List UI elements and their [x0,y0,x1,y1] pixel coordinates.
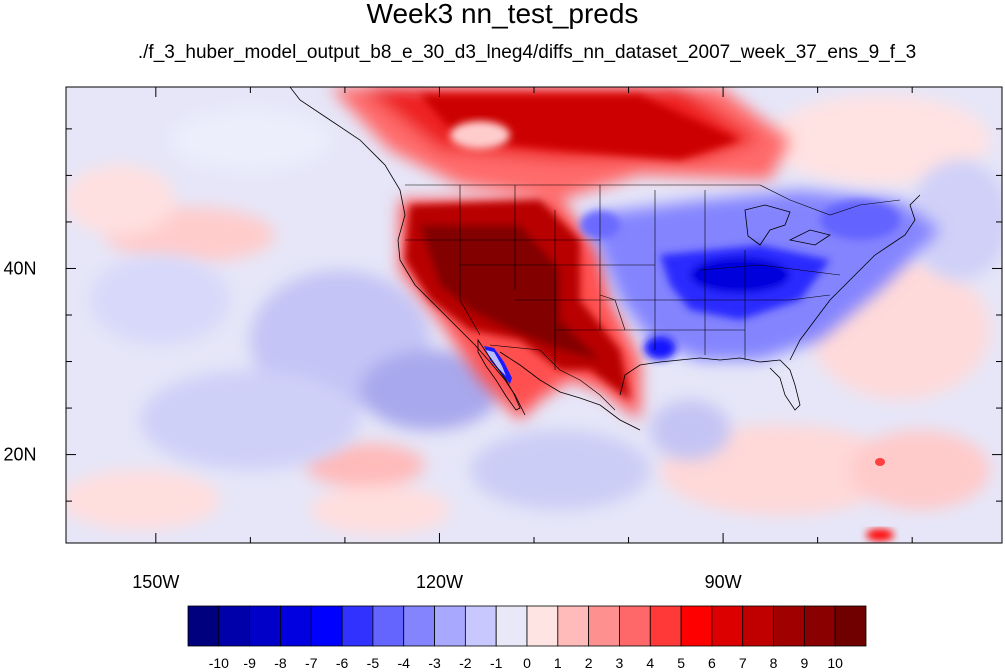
colorbar-label: -9 [243,655,256,671]
colorbar-swatch [773,605,805,647]
colorbar-label: 5 [677,655,685,671]
colorbar-swatch [619,605,651,647]
colorbar-swatch [187,605,220,647]
colorbar-swatch [341,605,374,647]
lon-tick-label: 90W [705,572,742,592]
colorbar-swatch [310,605,343,647]
anomaly-field [66,87,1002,543]
colorbar-swatch [803,605,836,647]
colorbar-swatch [280,605,312,647]
colorbar-swatch [218,605,251,647]
colorbar-label: 1 [554,655,562,671]
state-borders [405,184,901,411]
lat-tick-label: 20N [3,445,36,465]
colorbar-label: -1 [490,655,503,671]
colorbar-label: 0 [523,655,531,671]
lon-tick-label: 120W [416,572,463,592]
lat-tick-label: 40N [3,258,36,278]
colorbar-label: 9 [800,655,808,671]
colorbar-label: -8 [274,655,287,671]
colorbar-label: 7 [739,655,747,671]
lon-tick-label: 150W [132,572,179,592]
colorbar-label: 3 [616,655,624,671]
colorbar-swatch [495,605,528,647]
colorbar-label: 10 [827,655,843,671]
colorbar-label: 2 [585,655,593,671]
colorbar: -10 -9 -8 -7 -6 -5 -4 -3 -2 -1 0 1 2 3 4 5 6 7 8 9 10 [187,605,867,671]
colorbar-swatch [742,605,774,647]
colorbar-label: -5 [367,655,380,671]
colorbar-swatch [526,605,559,647]
colorbar-swatch [464,605,497,647]
colorbar-label: -10 [209,655,229,671]
plot-title: Week3 nn_test_preds [366,0,639,29]
colorbar-label: -3 [428,655,441,671]
plot-subtitle: ./f_3_huber_model_output_b8_e_30_d3_lneg… [137,42,917,63]
colorbar-swatch [249,605,281,647]
colorbar-label: -7 [305,655,318,671]
colorbar-label: 6 [708,655,716,671]
colorbar-swatch [434,605,466,647]
colorbar-swatch [588,605,620,647]
tick-labels: 150W 120W 90W 40N 20N [3,258,741,592]
colorbar-label: -6 [336,655,349,671]
colorbar-swatch [557,605,590,647]
colorbar-swatch [372,605,405,647]
colorbar-swatch [711,605,744,647]
colorbar-swatch [649,605,682,647]
coastlines [289,87,921,431]
colorbar-swatch [403,605,435,647]
colorbar-label: 8 [770,655,778,671]
colorbar-swatch [834,605,867,647]
colorbar-label: 4 [646,655,654,671]
colorbar-swatch [680,605,713,647]
tick-marks [66,87,1002,543]
colorbar-label: -2 [459,655,472,671]
colorbar-label: -4 [398,655,411,671]
